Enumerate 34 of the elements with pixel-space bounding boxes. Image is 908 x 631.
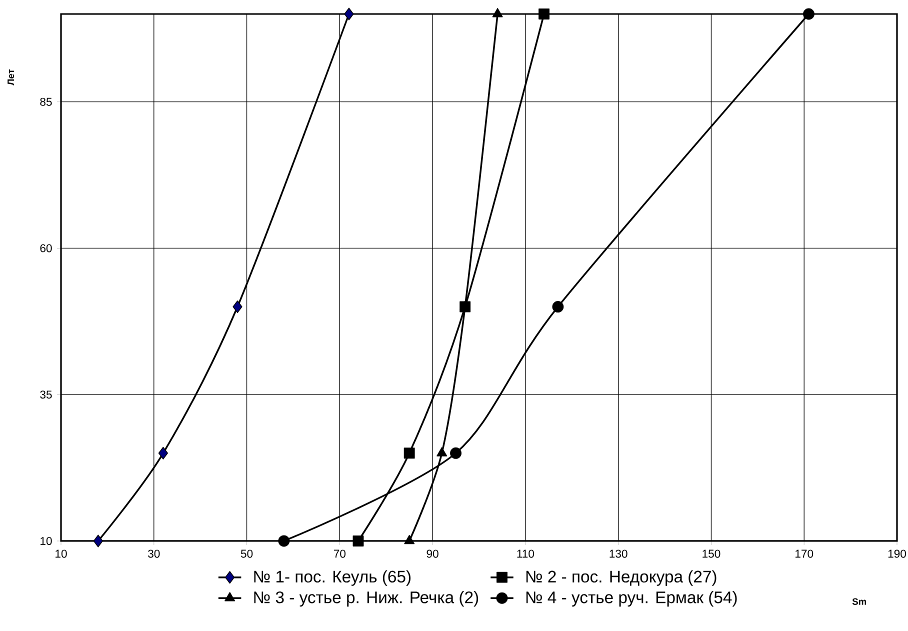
y-tick-label: 10 xyxy=(40,536,52,545)
x-tick-label: 110 xyxy=(517,550,534,558)
y-tick-label: 60 xyxy=(40,244,52,252)
x-tick-label: 10 xyxy=(56,550,67,558)
y-tick-label: 85 xyxy=(40,98,52,106)
point xyxy=(538,8,550,20)
point xyxy=(158,446,168,460)
point xyxy=(436,447,448,456)
point xyxy=(352,536,364,546)
legend-label: № 2 - пос. Недокура (27) xyxy=(526,570,716,586)
legend-label: № 3 - устье р. Ниж. Речка (2) xyxy=(254,591,478,607)
point xyxy=(552,301,564,312)
point xyxy=(492,8,503,18)
point xyxy=(450,447,462,459)
point xyxy=(404,448,415,459)
x-tick-label: 90 xyxy=(426,550,438,558)
x-tick-label: 170 xyxy=(796,550,814,558)
point xyxy=(93,534,103,548)
x-tick-label: 30 xyxy=(148,550,160,558)
point xyxy=(803,8,814,20)
point xyxy=(232,300,242,314)
legend-label: № 1- пос. Кеуль (65) xyxy=(254,570,410,586)
point xyxy=(344,8,354,20)
legend-label: № 4 - устье руч. Ермак (54) xyxy=(526,591,737,607)
x-tick-label: 190 xyxy=(888,550,906,558)
y-tick-label: 35 xyxy=(40,390,52,399)
y-axis-title: Лет xyxy=(8,69,14,86)
x-tick-label: 150 xyxy=(702,550,720,558)
x-tick-label: 70 xyxy=(334,550,346,558)
x-axis-title: Sm xyxy=(852,598,866,605)
point xyxy=(404,534,415,544)
point xyxy=(278,535,290,547)
x-tick-label: 130 xyxy=(610,550,628,558)
x-tick-label: 50 xyxy=(240,550,253,558)
